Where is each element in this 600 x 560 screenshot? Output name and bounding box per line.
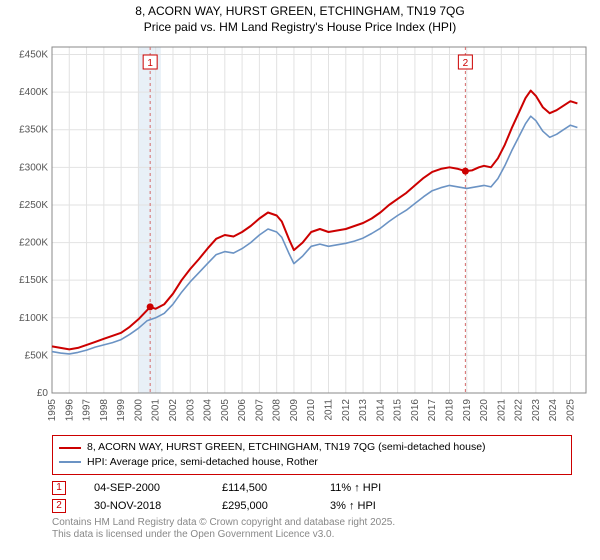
line-chart-svg: £0 £50K £100K £150K £200K £250K £300K £350K £400… — [8, 39, 592, 429]
title-subtitle: Price paid vs. HM Land Registry's House … — [8, 20, 592, 36]
svg-text:2013: 2013 — [358, 399, 369, 422]
legend-swatch — [59, 447, 81, 449]
license-line1: Contains HM Land Registry data © Crown c… — [52, 517, 592, 529]
svg-text:2005: 2005 — [220, 399, 231, 422]
legend: 8, ACORN WAY, HURST GREEN, ETCHINGHAM, T… — [52, 435, 572, 474]
svg-text:2023: 2023 — [531, 399, 542, 422]
svg-text:£350K: £350K — [19, 125, 48, 136]
svg-text:2024: 2024 — [548, 399, 559, 422]
svg-text:£100K: £100K — [19, 313, 48, 324]
sale-date: 30-NOV-2018 — [94, 500, 194, 512]
sale-row: 2 30-NOV-2018 £295,000 3% ↑ HPI — [52, 499, 572, 513]
chart-title: 8, ACORN WAY, HURST GREEN, ETCHINGHAM, T… — [8, 4, 592, 35]
sale-hpi-delta: 3% ↑ HPI — [330, 500, 420, 512]
svg-text:2012: 2012 — [341, 399, 352, 422]
svg-text:2020: 2020 — [479, 399, 490, 422]
legend-item: HPI: Average price, semi-detached house,… — [59, 455, 565, 470]
sale-marker: 1 — [52, 481, 66, 495]
svg-text:2006: 2006 — [237, 399, 248, 422]
svg-text:£150K: £150K — [19, 275, 48, 286]
svg-text:£450K: £450K — [19, 50, 48, 61]
svg-text:2007: 2007 — [254, 399, 265, 422]
license-line2: This data is licensed under the Open Gov… — [52, 529, 592, 541]
svg-text:2003: 2003 — [185, 399, 196, 422]
svg-text:2016: 2016 — [410, 399, 421, 422]
sale-marker: 2 — [52, 499, 66, 513]
svg-text:2009: 2009 — [289, 399, 300, 422]
svg-text:2000: 2000 — [133, 399, 144, 422]
svg-text:2008: 2008 — [272, 399, 283, 422]
svg-text:1999: 1999 — [116, 399, 127, 422]
svg-text:2021: 2021 — [496, 399, 507, 422]
legend-item: 8, ACORN WAY, HURST GREEN, ETCHINGHAM, T… — [59, 440, 565, 455]
svg-text:2: 2 — [463, 58, 469, 69]
chart-container: 8, ACORN WAY, HURST GREEN, ETCHINGHAM, T… — [0, 0, 600, 549]
legend-label: HPI: Average price, semi-detached house,… — [87, 455, 318, 470]
svg-text:1996: 1996 — [64, 399, 75, 422]
svg-text:2010: 2010 — [306, 399, 317, 422]
svg-text:£250K: £250K — [19, 200, 48, 211]
svg-text:2011: 2011 — [324, 399, 335, 421]
svg-text:2014: 2014 — [375, 399, 386, 422]
svg-text:£50K: £50K — [25, 351, 49, 362]
svg-text:1998: 1998 — [99, 399, 110, 422]
svg-text:1995: 1995 — [47, 399, 58, 422]
svg-text:2002: 2002 — [168, 399, 179, 422]
svg-text:£0: £0 — [37, 388, 49, 399]
legend-label: 8, ACORN WAY, HURST GREEN, ETCHINGHAM, T… — [87, 440, 486, 455]
legend-swatch — [59, 461, 81, 463]
sale-date: 04-SEP-2000 — [94, 482, 194, 494]
svg-text:2019: 2019 — [462, 399, 473, 422]
sale-hpi-delta: 11% ↑ HPI — [330, 482, 420, 494]
sale-row: 1 04-SEP-2000 £114,500 11% ↑ HPI — [52, 481, 572, 495]
chart-plot-area: £0 £50K £100K £150K £200K £250K £300K £350K £400… — [8, 39, 592, 429]
svg-text:1997: 1997 — [82, 399, 93, 422]
svg-text:2004: 2004 — [203, 399, 214, 422]
svg-text:£300K: £300K — [19, 163, 48, 174]
svg-text:2015: 2015 — [393, 399, 404, 422]
license-text: Contains HM Land Registry data © Crown c… — [52, 517, 592, 541]
svg-text:2018: 2018 — [444, 399, 455, 422]
title-address: 8, ACORN WAY, HURST GREEN, ETCHINGHAM, T… — [8, 4, 592, 20]
sales-table: 1 04-SEP-2000 £114,500 11% ↑ HPI 2 30-NOV-201… — [52, 481, 572, 513]
svg-text:2017: 2017 — [427, 399, 438, 422]
svg-text:2022: 2022 — [514, 399, 525, 422]
svg-text:2025: 2025 — [565, 399, 576, 422]
svg-text:1: 1 — [147, 58, 153, 69]
svg-text:£200K: £200K — [19, 238, 48, 249]
sale-price: £114,500 — [222, 482, 302, 494]
svg-text:£400K: £400K — [19, 87, 48, 98]
svg-text:2001: 2001 — [151, 399, 162, 422]
sale-price: £295,000 — [222, 500, 302, 512]
